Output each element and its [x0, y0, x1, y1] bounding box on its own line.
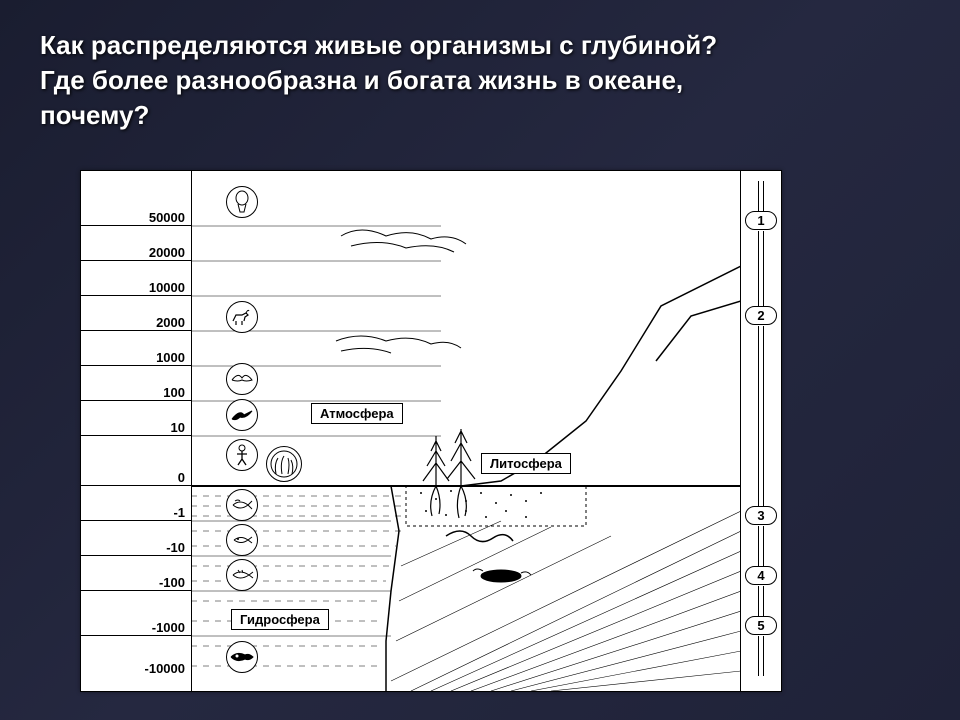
biosphere-diagram: 50000 20000 10000 2000 1000 100 10 0 -1 …: [80, 170, 782, 692]
scale-2000: 2000: [81, 296, 191, 331]
title-line-2: Где более разнообразна и богата жизнь в …: [40, 63, 920, 98]
eagle-icon: [226, 363, 258, 395]
zone-seg-4: [758, 526, 764, 566]
zone-markers: 1 2 3 4 5: [740, 171, 781, 691]
worm-icon: [446, 531, 513, 542]
rock-hatch: [391, 511, 741, 691]
slide: Как распределяются живые организмы с глу…: [0, 0, 960, 720]
atmosphere-label: Атмосфера: [311, 403, 403, 424]
title-block: Как распределяются живые организмы с глу…: [0, 0, 960, 133]
title-line-3: почему?: [40, 98, 920, 133]
trees-icon: [423, 429, 475, 518]
lithosphere-label: Литосфера: [481, 453, 571, 474]
zone-seg-6: [758, 636, 764, 676]
scale-m10: -10: [81, 521, 191, 556]
human-icon: [226, 439, 258, 471]
scale-100: 100: [81, 366, 191, 401]
title-line-1: Как распределяются живые организмы с глу…: [40, 28, 920, 63]
aquatic-plants-icon: [266, 446, 302, 482]
zone-seg-5: [758, 586, 764, 616]
zone-seg-3: [758, 326, 764, 506]
zone-marker-4: 4: [745, 566, 777, 585]
scale-50000: 50000: [81, 171, 191, 226]
bottom-creature-icon: [473, 569, 531, 582]
swift-icon: [226, 399, 258, 431]
deep-fish-icon: [226, 559, 258, 591]
scale-10: 10: [81, 401, 191, 436]
scale-m100: -100: [81, 556, 191, 591]
surface-fish-icon: [226, 489, 258, 521]
scale-m1000: -1000: [81, 591, 191, 636]
zone-marker-3: 3: [745, 506, 777, 525]
scale-0: 0: [81, 436, 191, 486]
zone-marker-1: 1: [745, 211, 777, 230]
abyssal-fish-icon: [226, 641, 258, 673]
zone-marker-5: 5: [745, 616, 777, 635]
mid-fish-icon: [226, 524, 258, 556]
scale-1000: 1000: [81, 331, 191, 366]
balloon-icon: [226, 186, 258, 218]
scale-m10000: -10000: [81, 636, 191, 676]
seafloor-line: [386, 486, 399, 691]
goat-icon: [226, 301, 258, 333]
altitude-scale: 50000 20000 10000 2000 1000 100 10 0 -1 …: [81, 171, 192, 691]
zone-seg-1: [758, 181, 764, 211]
zone-marker-2: 2: [745, 306, 777, 325]
water-hatch: [191, 496, 406, 666]
scale-m1: -1: [81, 486, 191, 521]
clouds-icon: [336, 230, 466, 353]
scale-20000: 20000: [81, 226, 191, 261]
scale-10000: 10000: [81, 261, 191, 296]
hydrosphere-label: Гидросфера: [231, 609, 329, 630]
zone-seg-2: [758, 231, 764, 306]
